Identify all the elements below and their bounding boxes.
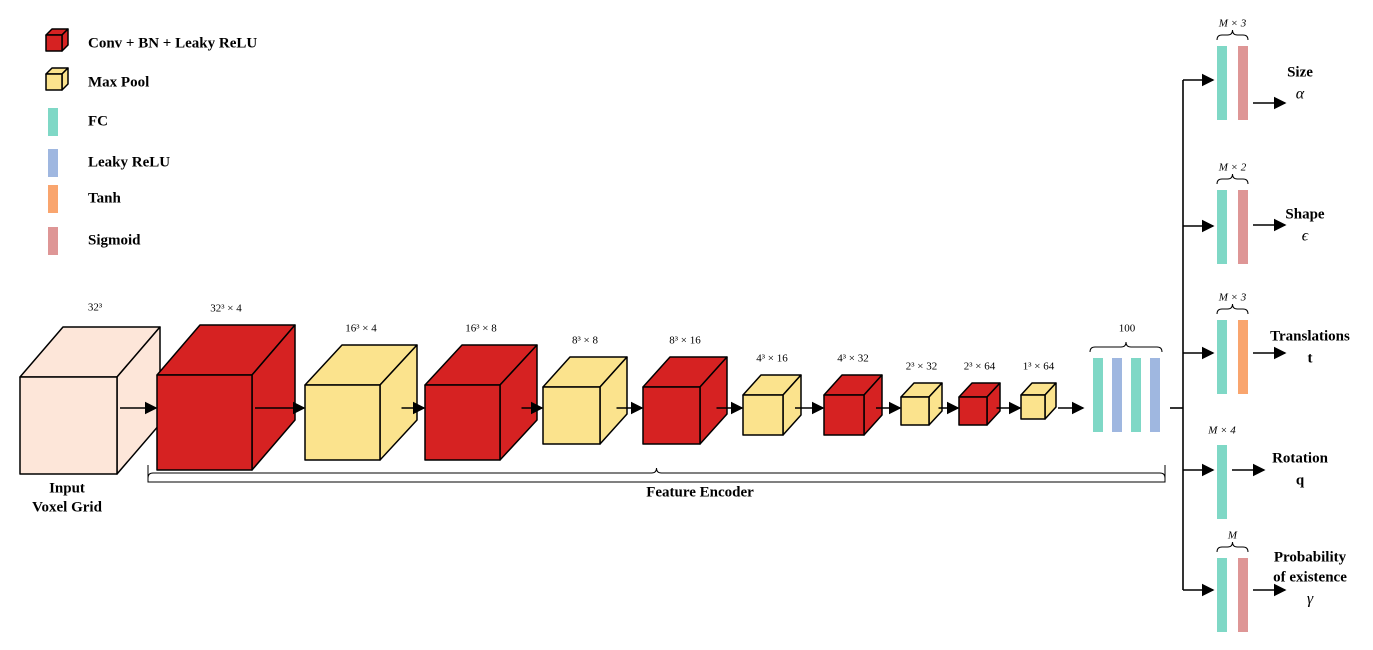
bar <box>1150 358 1160 432</box>
label: Shape <box>1285 206 1325 222</box>
label: 4³ × 32 <box>837 353 869 365</box>
label: Sigmoid <box>88 232 141 248</box>
label: Input <box>49 480 85 496</box>
bar <box>1217 190 1227 264</box>
label: γ <box>1307 591 1314 608</box>
label: FC <box>88 113 108 129</box>
label: 4³ × 16 <box>756 353 788 365</box>
label: 32³ × 4 <box>210 303 242 315</box>
label: 16³ × 4 <box>345 323 377 335</box>
label: M × 3 <box>1218 292 1247 304</box>
legend-swatch <box>48 149 58 177</box>
bar <box>1238 190 1248 264</box>
layer-cube-front <box>1020 394 1046 420</box>
label: of existence <box>1273 569 1347 585</box>
bar <box>1238 558 1248 632</box>
bar <box>1131 358 1141 432</box>
label: Max Pool <box>88 74 149 90</box>
label: M × 4 <box>1207 425 1236 437</box>
label: 2³ × 32 <box>906 361 938 373</box>
label: Feature Encoder <box>646 484 754 500</box>
bar <box>1093 358 1103 432</box>
brace <box>1216 173 1249 185</box>
brace <box>1089 341 1163 353</box>
bar <box>1217 46 1227 120</box>
bar <box>1217 445 1227 519</box>
label: Tanh <box>88 190 121 206</box>
label: Translations <box>1270 328 1350 344</box>
layer-cube-front <box>958 396 988 426</box>
bar <box>1112 358 1122 432</box>
label: 1³ × 64 <box>1023 361 1055 373</box>
bar <box>1238 320 1248 394</box>
bar <box>1217 320 1227 394</box>
label: Conv + BN + Leaky ReLU <box>88 35 257 51</box>
label: 8³ × 16 <box>669 335 701 347</box>
label: 32³ <box>88 302 103 314</box>
brace <box>147 467 1166 479</box>
label: M <box>1227 530 1238 542</box>
legend-swatch <box>48 108 58 136</box>
bar <box>1238 46 1248 120</box>
bracket <box>147 465 1166 483</box>
legend-swatch <box>48 185 58 213</box>
label: α <box>1296 86 1305 103</box>
brace <box>1216 29 1249 41</box>
label: Leaky ReLU <box>88 154 170 170</box>
label: Rotation <box>1272 450 1328 466</box>
label: Voxel Grid <box>32 499 103 515</box>
layer-cube-front <box>900 396 930 426</box>
layer-cube-front <box>304 384 381 461</box>
layer-cube-front <box>424 384 501 461</box>
label: M × 3 <box>1218 18 1247 30</box>
label: Probability <box>1274 549 1347 565</box>
bar <box>1217 558 1227 632</box>
layer-cube-front <box>642 386 701 445</box>
legend-cube-front <box>45 73 63 91</box>
label: t <box>1308 350 1313 366</box>
label: q <box>1296 472 1305 488</box>
layer-cube-front <box>542 386 601 445</box>
layer-cube-front <box>156 374 253 471</box>
layer-cube-front <box>823 394 865 436</box>
brace <box>1216 303 1249 315</box>
label: M × 2 <box>1218 162 1247 174</box>
legend-swatch <box>48 227 58 255</box>
legend-cube-front <box>45 34 63 52</box>
input-cube-front <box>19 376 118 475</box>
label: Size <box>1287 64 1313 80</box>
label: 8³ × 8 <box>572 335 599 347</box>
label: 100 <box>1119 323 1136 335</box>
label: 2³ × 64 <box>964 361 996 373</box>
layer-cube-front <box>742 394 784 436</box>
brace <box>1216 541 1249 553</box>
label: 16³ × 8 <box>465 323 497 335</box>
label: ϵ <box>1302 228 1309 245</box>
